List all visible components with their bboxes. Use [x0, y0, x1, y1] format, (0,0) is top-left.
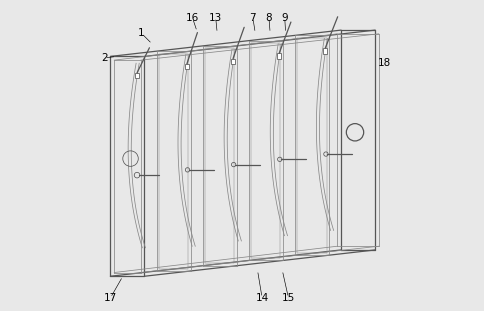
Text: 7: 7 — [250, 13, 256, 23]
Bar — [185, 64, 189, 69]
Text: 1: 1 — [138, 28, 145, 38]
Text: 8: 8 — [266, 13, 272, 23]
Bar — [323, 48, 327, 53]
Text: 18: 18 — [378, 58, 391, 67]
Text: 14: 14 — [256, 293, 269, 303]
Bar — [231, 58, 235, 64]
Text: 13: 13 — [209, 13, 222, 23]
Bar — [135, 73, 139, 78]
Text: 2: 2 — [101, 53, 107, 63]
Text: 9: 9 — [281, 13, 288, 23]
Text: 16: 16 — [186, 13, 199, 23]
Text: 15: 15 — [282, 293, 295, 303]
Text: 17: 17 — [104, 293, 117, 303]
Bar — [277, 53, 281, 59]
